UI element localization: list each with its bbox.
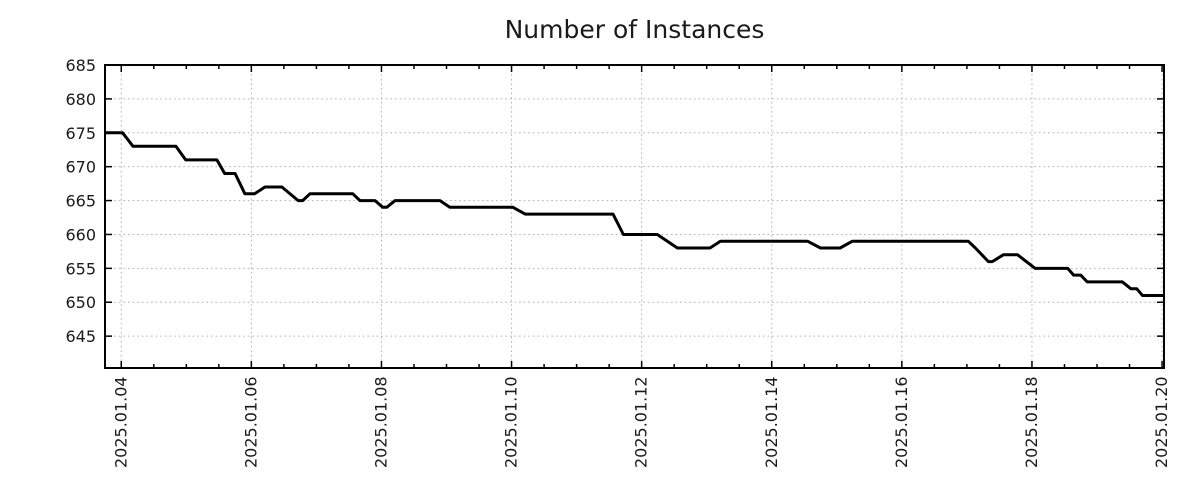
x-tick-label: 2025.01.10 <box>502 376 521 468</box>
x-tick-label: 2025.01.08 <box>371 376 390 468</box>
x-tick-label: 2025.01.14 <box>762 376 781 468</box>
x-tick-label: 2025.01.20 <box>1152 376 1171 468</box>
y-tick-label: 680 <box>65 90 96 109</box>
series-line-instances <box>105 131 1164 297</box>
y-tick-label: 685 <box>65 56 96 75</box>
chart-title: Number of Instances <box>505 15 765 44</box>
y-tick-label: 670 <box>65 158 96 177</box>
y-tick-label: 660 <box>65 225 96 244</box>
x-tick-label: 2025.01.12 <box>632 376 651 468</box>
data-series-layer <box>105 131 1164 297</box>
x-tick-label: 2025.01.18 <box>1022 376 1041 468</box>
x-tick-label: 2025.01.06 <box>241 376 260 468</box>
y-tick-label: 655 <box>65 259 96 278</box>
y-tick-label: 675 <box>65 124 96 143</box>
y-tick-label: 650 <box>65 293 96 312</box>
x-tick-label: 2025.01.04 <box>111 376 130 468</box>
x-tick-label: 2025.01.16 <box>892 376 911 468</box>
axis-labels-layer: 2025.01.04 2025.01.06 2025.01.08 2025.01.10… <box>65 56 1171 468</box>
y-tick-label: 645 <box>65 327 96 346</box>
tick-marks-layer <box>105 64 1164 368</box>
y-tick-label: 665 <box>65 192 96 211</box>
grid-layer <box>105 64 1164 368</box>
plot-border <box>104 64 1165 369</box>
